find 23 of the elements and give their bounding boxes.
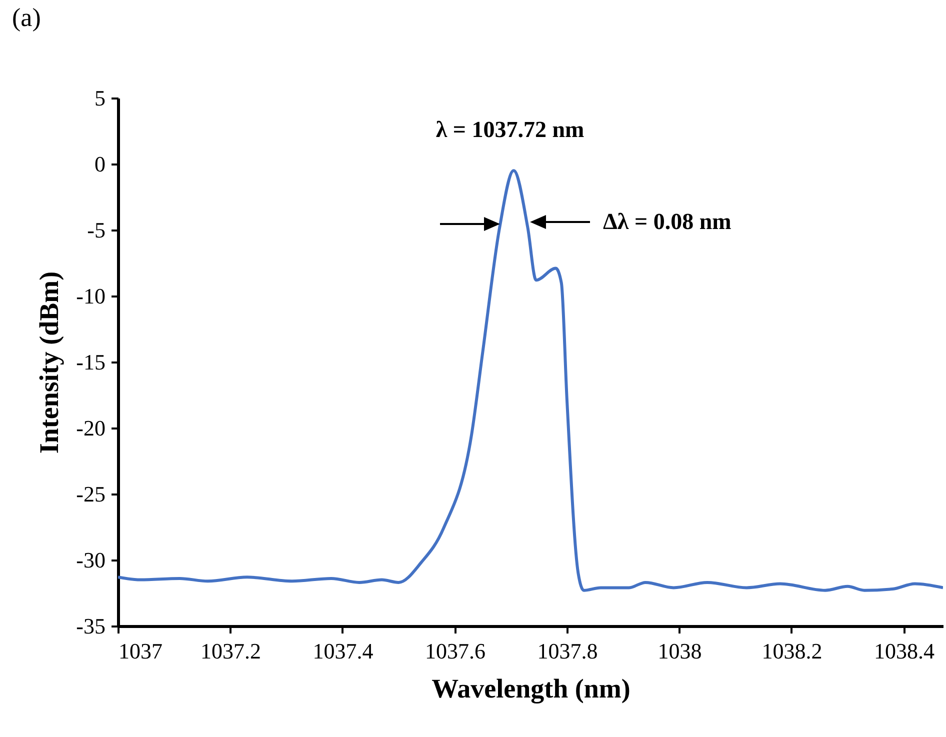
y-tick-label: -5 <box>87 218 106 242</box>
y-tick-label: 0 <box>94 152 106 176</box>
x-tick-label: 1037.6 <box>424 638 486 664</box>
x-tick-label: 1037.2 <box>200 638 261 664</box>
x-tick-label: 1038.4 <box>874 638 934 664</box>
x-tick-label: 1037.4 <box>312 638 374 664</box>
x-tick-label: 1037.8 <box>537 638 598 664</box>
y-tick-label: 5 <box>94 86 106 110</box>
y-axis-title: Intensity (dBm) <box>34 271 64 454</box>
x-tick-label: 1037 <box>118 638 162 664</box>
y-tick-label: -15 <box>76 350 106 374</box>
y-tick-label: -30 <box>76 548 106 572</box>
y-tick-label: -20 <box>76 416 106 440</box>
x-axis-title: Wavelength (nm) <box>432 674 630 704</box>
x-tick-label: 1038 <box>658 638 702 664</box>
y-tick-label: -35 <box>76 614 106 638</box>
chart-title: (a) <box>12 3 41 32</box>
annotation: Δλ = 0.08 nm <box>603 209 732 234</box>
y-tick-label: -10 <box>76 284 106 308</box>
line-series <box>118 169 943 592</box>
annotation: λ = 1037.72 nm <box>436 117 584 142</box>
y-tick-label: -25 <box>76 482 106 506</box>
x-tick-label: 1038.2 <box>762 638 822 664</box>
